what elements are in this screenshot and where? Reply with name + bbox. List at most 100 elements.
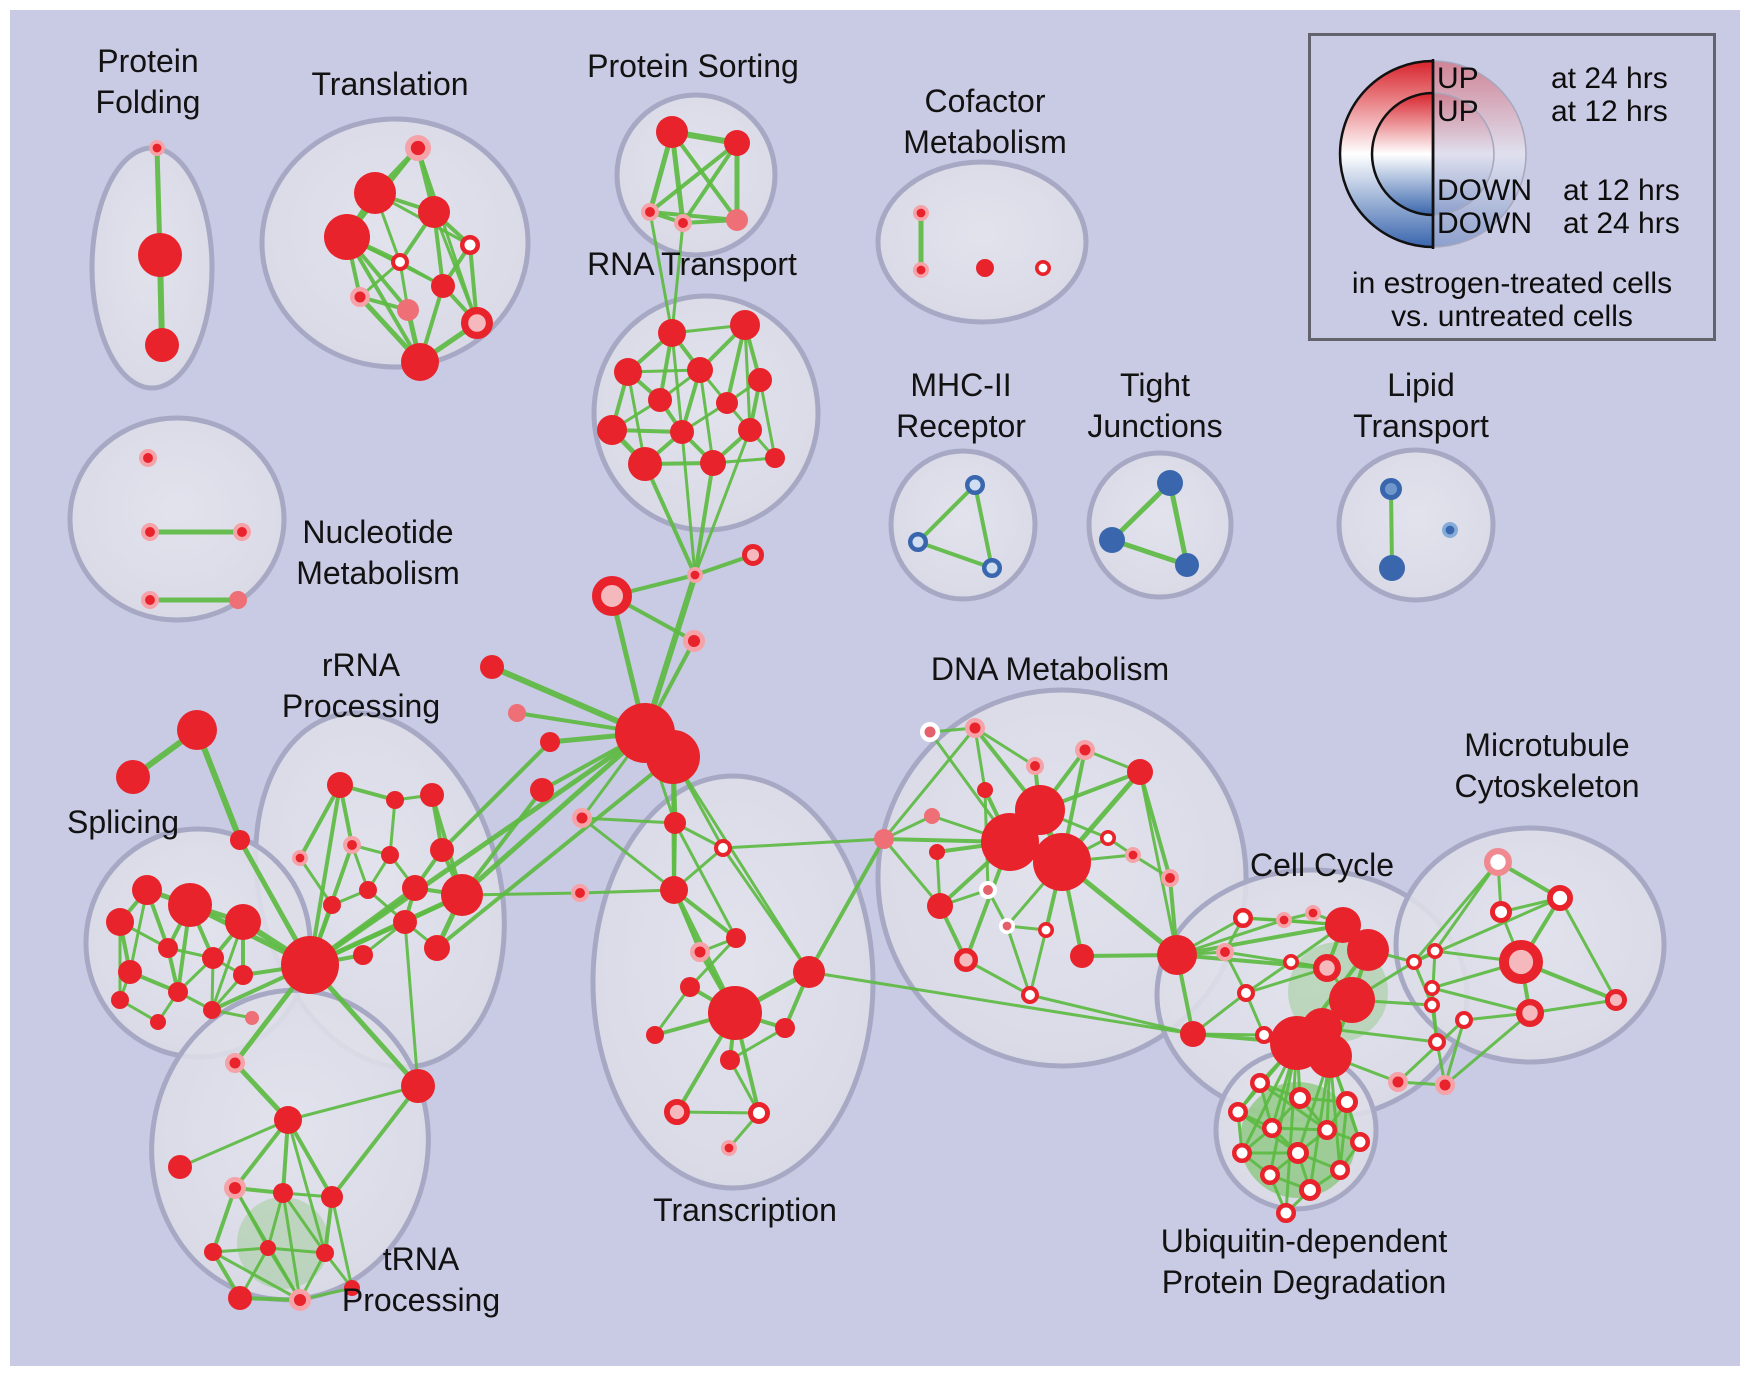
- gene-node: [1038, 921, 1055, 938]
- gene-node: [765, 448, 785, 468]
- gene-node: [177, 710, 217, 750]
- gene-node: [976, 259, 994, 277]
- gene-node: [1216, 943, 1235, 962]
- edge: [403, 920, 420, 1088]
- gene-node: [1547, 884, 1574, 911]
- gene-node: [168, 883, 212, 927]
- gene-node: [418, 196, 450, 228]
- gene-node: [1157, 935, 1197, 975]
- cluster-label-microtubule-cytoskeleton: Microtubule Cytoskeleton: [1455, 727, 1640, 804]
- gene-node: [354, 172, 396, 214]
- gene-node: [132, 875, 162, 905]
- gene-node: [656, 116, 688, 148]
- gene-node: [1175, 553, 1199, 577]
- gene-node: [401, 1069, 435, 1103]
- edge: [1528, 998, 1618, 1015]
- gene-node: [149, 140, 166, 157]
- gene-node: [1325, 907, 1361, 943]
- gene-node: [203, 1001, 221, 1019]
- edge: [388, 798, 397, 857]
- legend-box: UP at 24 hrs UP at 12 hrs DOWN at 12 hrs…: [1308, 33, 1716, 341]
- gene-node: [1335, 1090, 1358, 1113]
- gene-node: [530, 778, 554, 802]
- edge: [758, 378, 777, 460]
- gene-node: [1305, 904, 1322, 921]
- cluster-labels: Protein Folding Translation Protein Sorting…: [67, 43, 1640, 1318]
- gene-node: [724, 130, 750, 156]
- gene-node: [1070, 944, 1094, 968]
- gene-node: [424, 935, 450, 961]
- gene-node: [420, 783, 444, 807]
- gene-node: [982, 558, 1002, 578]
- cluster-label-cell-cycle: Cell Cycle: [1250, 847, 1394, 883]
- gene-node: [1127, 759, 1153, 785]
- edge: [345, 235, 422, 364]
- gene-node: [1035, 259, 1052, 276]
- cluster-label-ubiquitin-degradation: Ubiquitin-dependent Protein Degradation: [1161, 1223, 1448, 1300]
- edge: [648, 141, 739, 214]
- edge: [916, 483, 977, 544]
- edge: [670, 331, 684, 434]
- edge: [648, 210, 674, 335]
- gene-node: [1379, 478, 1402, 501]
- gene-node: [158, 938, 178, 958]
- gene-node: [658, 319, 686, 347]
- edge: [693, 428, 752, 577]
- edge: [580, 816, 676, 892]
- edge: [648, 210, 739, 222]
- cluster-label-dna-metabolism: DNA Metabolism: [931, 651, 1169, 687]
- gene-node: [1228, 1102, 1248, 1122]
- cluster-label-transcription: Transcription: [653, 1192, 837, 1228]
- gene-node: [927, 893, 953, 919]
- gene-node: [1237, 984, 1256, 1003]
- gene-node: [402, 875, 428, 901]
- legend-up-12-state: UP: [1437, 95, 1479, 128]
- edge: [728, 1026, 787, 1062]
- gene-node: [775, 1018, 795, 1038]
- gene-node: [460, 235, 480, 255]
- gene-node: [273, 1183, 293, 1203]
- gene-node: [641, 202, 660, 221]
- edge: [671, 755, 811, 974]
- gene-node: [1330, 1160, 1350, 1180]
- gene-node: [1276, 911, 1293, 928]
- edge: [281, 1191, 327, 1255]
- gene-node: [1442, 521, 1459, 538]
- gene-node: [720, 1050, 740, 1070]
- gene-node: [1329, 977, 1375, 1023]
- gene-node: [327, 772, 353, 798]
- legend-down-24-state: DOWN: [1437, 207, 1532, 240]
- legend-up-24-state: UP: [1437, 62, 1479, 95]
- gene-node: [118, 960, 142, 984]
- cluster-ellipse-tight-junctions: [1086, 450, 1234, 600]
- gene-node: [912, 205, 929, 222]
- gene-node: [228, 1286, 252, 1310]
- gene-node: [977, 782, 993, 798]
- edge: [973, 726, 987, 792]
- gene-node: [260, 1240, 276, 1256]
- gene-node: [714, 839, 733, 858]
- gene-node: [965, 475, 985, 495]
- gene-node: [1424, 979, 1441, 996]
- legend-saturated-half: [1338, 59, 1435, 249]
- gene-node: [404, 135, 431, 162]
- gene-node: [738, 418, 762, 442]
- gene-node: [908, 532, 928, 552]
- gene-node: [690, 942, 710, 962]
- gene-node: [979, 881, 998, 900]
- gene-node: [874, 829, 894, 849]
- gene-node: [597, 415, 627, 445]
- edge: [681, 141, 739, 225]
- gene-node: [1435, 1075, 1455, 1095]
- edge: [882, 837, 942, 908]
- gene-node: [225, 904, 261, 940]
- gene-node: [741, 543, 764, 566]
- edge: [460, 788, 544, 897]
- gene-node: [229, 591, 247, 609]
- edge: [1412, 860, 1500, 964]
- gene-node: [281, 936, 339, 994]
- edge: [1244, 960, 1293, 995]
- gene-node: [232, 523, 251, 542]
- edge: [1138, 770, 1179, 957]
